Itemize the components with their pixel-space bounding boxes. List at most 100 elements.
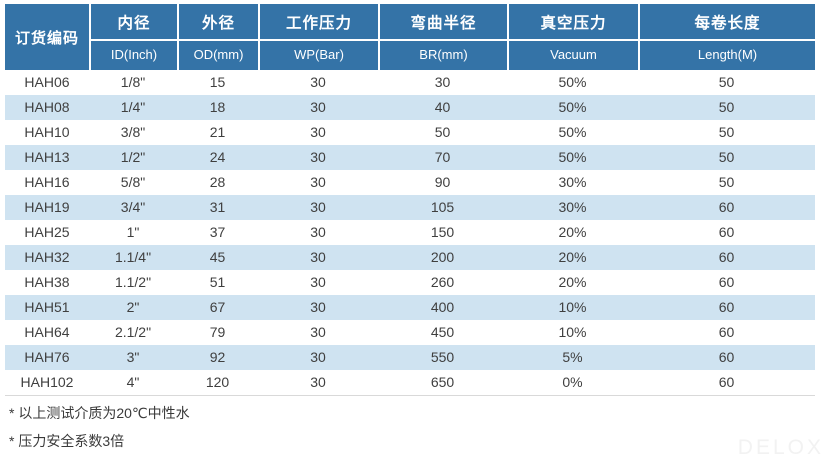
column-header-br: 弯曲半径 BR(mm) <box>378 4 507 70</box>
cell-od: 21 <box>209 124 226 140</box>
table-row: HAH38 1.1/2" 51 30 260 20% 60 <box>5 270 815 295</box>
header-label-en: Length(M) <box>697 47 758 62</box>
cell-wp: 30 <box>310 149 326 165</box>
cell-wp: 30 <box>310 124 326 140</box>
header-label-zh: 外径 <box>179 4 258 41</box>
cell-id: 1" <box>126 224 140 240</box>
column-header-code: 订货编码 <box>5 4 89 70</box>
cell-od: 18 <box>209 99 226 115</box>
cell-wp: 30 <box>310 324 326 340</box>
table-row: HAH32 1.1/4" 45 30 200 20% 60 <box>5 245 815 270</box>
cell-length: 50 <box>718 99 735 115</box>
cell-br: 50 <box>434 124 451 140</box>
table-header: 订货编码 内径 ID(Inch) 外径 OD(mm) 工作压力 WP(Bar) 弯曲半径 BR(… <box>5 4 815 70</box>
column-header-od: 外径 OD(mm) <box>177 4 258 70</box>
cell-code: HAH19 <box>24 199 70 215</box>
cell-length: 60 <box>718 199 735 215</box>
cell-br: 70 <box>434 149 451 165</box>
table-row: HAH10 3/8" 21 30 50 50% 50 <box>5 120 815 145</box>
header-label-zh: 真空压力 <box>509 4 638 41</box>
cell-code: HAH16 <box>24 174 70 190</box>
cell-id: 1.1/4" <box>114 249 152 265</box>
column-header-length: 每卷长度 Length(M) <box>638 4 815 70</box>
cell-od: 67 <box>209 299 226 315</box>
cell-length: 60 <box>718 349 735 365</box>
column-header-id: 内径 ID(Inch) <box>89 4 177 70</box>
cell-length: 60 <box>718 374 735 390</box>
brand-watermark: DELOX <box>737 436 824 459</box>
cell-wp: 30 <box>310 174 326 190</box>
table-row: HAH102 4" 120 30 650 0% 60 <box>5 370 815 395</box>
cell-code: HAH10 <box>24 124 70 140</box>
cell-br: 40 <box>434 99 451 115</box>
cell-br: 450 <box>430 324 455 340</box>
cell-code: HAH38 <box>24 274 70 290</box>
cell-od: 51 <box>209 274 226 290</box>
cell-wp: 30 <box>310 199 326 215</box>
cell-id: 1/2" <box>120 149 146 165</box>
cell-length: 60 <box>718 324 735 340</box>
cell-br: 400 <box>430 299 455 315</box>
cell-length: 50 <box>718 149 735 165</box>
cell-br: 30 <box>434 74 451 90</box>
header-label-en: BR(mm) <box>419 47 468 62</box>
cell-br: 550 <box>430 349 455 365</box>
cell-vacuum: 30% <box>558 199 587 215</box>
cell-wp: 30 <box>310 249 326 265</box>
cell-vacuum: 50% <box>558 74 587 90</box>
cell-wp: 30 <box>310 349 326 365</box>
cell-length: 60 <box>718 274 735 290</box>
cell-id: 5/8" <box>120 174 146 190</box>
cell-code: HAH102 <box>20 374 74 390</box>
cell-vacuum: 50% <box>558 149 587 165</box>
header-label-zh: 工作压力 <box>260 4 378 41</box>
cell-od: 92 <box>209 349 226 365</box>
cell-wp: 30 <box>310 99 326 115</box>
cell-od: 45 <box>209 249 226 265</box>
cell-vacuum: 5% <box>562 349 583 365</box>
cell-br: 200 <box>430 249 455 265</box>
table-row: HAH13 1/2" 24 30 70 50% 50 <box>5 145 815 170</box>
cell-vacuum: 10% <box>558 299 587 315</box>
cell-code: HAH76 <box>24 349 70 365</box>
cell-code: HAH08 <box>24 99 70 115</box>
cell-id: 4" <box>126 374 140 390</box>
column-header-wp: 工作压力 WP(Bar) <box>258 4 378 70</box>
cell-vacuum: 20% <box>558 274 587 290</box>
cell-length: 60 <box>718 249 735 265</box>
cell-code: HAH64 <box>24 324 70 340</box>
cell-wp: 30 <box>310 224 326 240</box>
cell-od: 15 <box>209 74 226 90</box>
header-label-zh: 内径 <box>91 4 177 41</box>
cell-od: 28 <box>209 174 226 190</box>
cell-wp: 30 <box>310 299 326 315</box>
header-label-zh: 订货编码 <box>14 29 79 47</box>
cell-br: 150 <box>430 224 455 240</box>
cell-wp: 30 <box>310 374 326 390</box>
table-body: HAH06 1/8" 15 30 30 50% 50 HAH08 1/4" 18 30 40 50% 50… <box>5 70 815 396</box>
cell-id: 2.1/2" <box>114 324 152 340</box>
cell-vacuum: 0% <box>562 374 583 390</box>
cell-vacuum: 20% <box>558 224 587 240</box>
cell-od: 79 <box>209 324 226 340</box>
cell-wp: 30 <box>310 274 326 290</box>
spec-table: 订货编码 内径 ID(Inch) 外径 OD(mm) 工作压力 WP(Bar) 弯曲半径 BR(… <box>5 4 815 396</box>
cell-code: HAH32 <box>24 249 70 265</box>
cell-code: HAH06 <box>24 74 70 90</box>
cell-id: 1/8" <box>120 74 146 90</box>
cell-vacuum: 20% <box>558 249 587 265</box>
header-label-zh: 每卷长度 <box>640 4 815 41</box>
cell-id: 2" <box>126 299 140 315</box>
footnote-test-medium: * 以上测试介质为20℃中性水 <box>9 405 190 421</box>
table-row: HAH76 3" 92 30 550 5% 60 <box>5 345 815 370</box>
table-row: HAH25 1" 37 30 150 20% 60 <box>5 220 815 245</box>
cell-code: HAH25 <box>24 224 70 240</box>
footnote-safety-factor: * 压力安全系数3倍 <box>9 433 125 449</box>
cell-id: 3/4" <box>120 199 146 215</box>
cell-length: 50 <box>718 124 735 140</box>
header-label-zh: 弯曲半径 <box>380 4 507 41</box>
header-label-en: WP(Bar) <box>294 47 344 62</box>
cell-od: 37 <box>209 224 226 240</box>
table-row: HAH08 1/4" 18 30 40 50% 50 <box>5 95 815 120</box>
